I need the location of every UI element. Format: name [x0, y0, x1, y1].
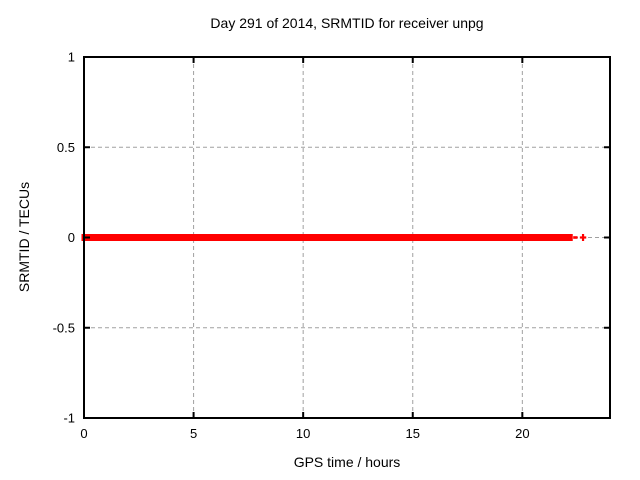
x-axis-label: GPS time / hours	[293, 454, 401, 470]
y-tick-label: -0.5	[53, 320, 75, 335]
y-tick-label: -1	[63, 411, 75, 426]
x-tick-label: 10	[296, 426, 310, 441]
y-axis-label: SRMTID / TECUs	[16, 181, 32, 293]
y-tick-label: 1	[68, 50, 75, 65]
y-tick-label: 0.5	[57, 140, 75, 155]
x-tick-label: 15	[406, 426, 420, 441]
x-tick-label: 5	[190, 426, 197, 441]
x-tick-label: 0	[80, 426, 87, 441]
y-tick-label: 0	[68, 230, 75, 245]
x-tick-label: 20	[515, 426, 529, 441]
chart-title: Day 291 of 2014, SRMTID for receiver unp…	[210, 15, 484, 31]
